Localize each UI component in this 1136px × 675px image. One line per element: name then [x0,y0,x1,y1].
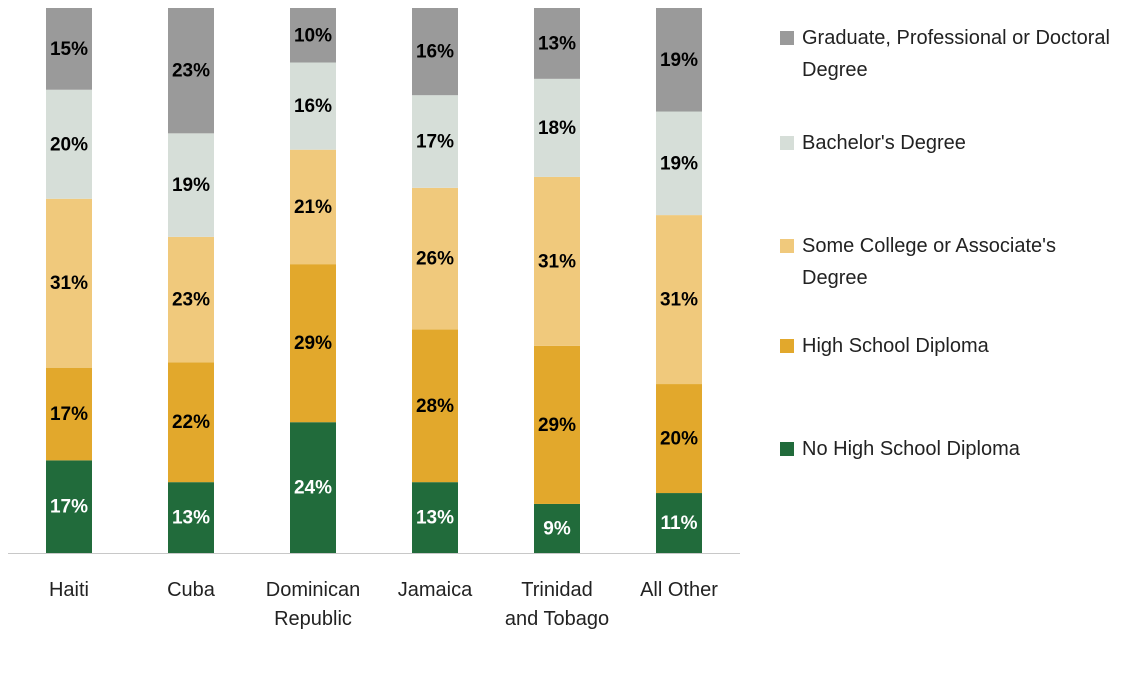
legend-swatch [780,442,794,456]
bar-segment [290,149,336,265]
legend-label: Some College or Associate's Degree [802,235,1056,289]
value-label: 26% [416,249,454,270]
bar-segment [290,264,336,423]
legend-label: Bachelor's Degree [802,132,966,154]
x-tick-label: Jamaica [397,579,473,601]
value-label: 21% [294,197,332,218]
value-label: 24% [294,478,332,499]
value-label: 18% [538,118,576,139]
x-tick-label: Haiti [48,579,89,601]
bar-segment [290,62,336,150]
bar-segment [534,503,580,553]
value-label: 23% [172,290,210,311]
value-label: 20% [660,429,698,450]
value-label: 17% [416,132,454,153]
legend-item: Some College or Associate's Degree [780,230,1110,294]
legend-swatch [780,339,794,353]
bar-segment [534,78,580,177]
bar-segment [534,345,580,504]
bar-segment [656,384,702,494]
bar-segment [290,422,336,553]
value-label: 13% [416,508,454,529]
legend-item: No High School Diploma [780,433,1110,465]
value-label: 10% [294,25,332,46]
value-label: 13% [538,33,576,54]
bar-segment [168,362,214,483]
legend-label: No High School Diploma [802,438,1020,460]
bar-segment [168,133,214,237]
value-label: 22% [172,412,210,433]
value-label: 16% [294,96,332,117]
legend-item: High School Diploma [780,330,1110,362]
value-label: 16% [416,42,454,63]
value-label: 17% [50,497,88,518]
legend-item: Graduate, Professional or Doctoral Degre… [780,22,1110,86]
value-label: 19% [660,50,698,71]
bar-segment [168,236,214,363]
value-label: 15% [50,39,88,60]
legend-swatch [780,136,794,150]
value-label: 19% [172,175,210,196]
value-label: 31% [660,290,698,311]
bar-segment [46,460,92,553]
legend-swatch [780,31,794,45]
legend-label: High School Diploma [802,335,989,357]
bar-segment [412,8,458,96]
value-label: 17% [50,404,88,425]
bar-segment [168,8,214,134]
value-label: 20% [50,134,88,155]
bar-segment [412,187,458,330]
value-label: 29% [538,415,576,436]
legend-label: Graduate, Professional or Doctoral Degre… [802,27,1110,81]
bar-segment [412,95,458,188]
bar-segment [46,89,92,199]
bar-segment [656,111,702,216]
x-tick-label: Dominican Republic [265,579,361,630]
bar-segment [534,176,580,346]
bar-segment [656,215,702,385]
legend-item: Bachelor's Degree [780,127,1110,159]
x-tick-label: All Other [640,579,718,601]
value-label: 23% [172,61,210,82]
value-label: 29% [294,333,332,354]
bar-segment [46,198,92,368]
bar-segment [656,493,702,553]
x-tick-label: Cuba [167,579,215,601]
bar-segment [412,482,458,553]
value-label: 9% [543,518,571,539]
value-label: 31% [50,273,88,294]
value-label: 13% [172,508,210,529]
value-label: 19% [660,153,698,174]
bar-segment [290,8,336,63]
bar-segment [412,329,458,483]
bar-segment [46,367,92,461]
bar-segment [168,482,214,553]
value-label: 11% [661,513,698,534]
x-tick-label: Trinidad and Tobago [504,579,610,630]
bar-segment [46,8,92,90]
bar-segment [534,8,580,79]
value-label: 31% [538,251,576,272]
legend-swatch [780,239,794,253]
bar-segment [656,8,702,112]
value-label: 28% [416,396,454,417]
